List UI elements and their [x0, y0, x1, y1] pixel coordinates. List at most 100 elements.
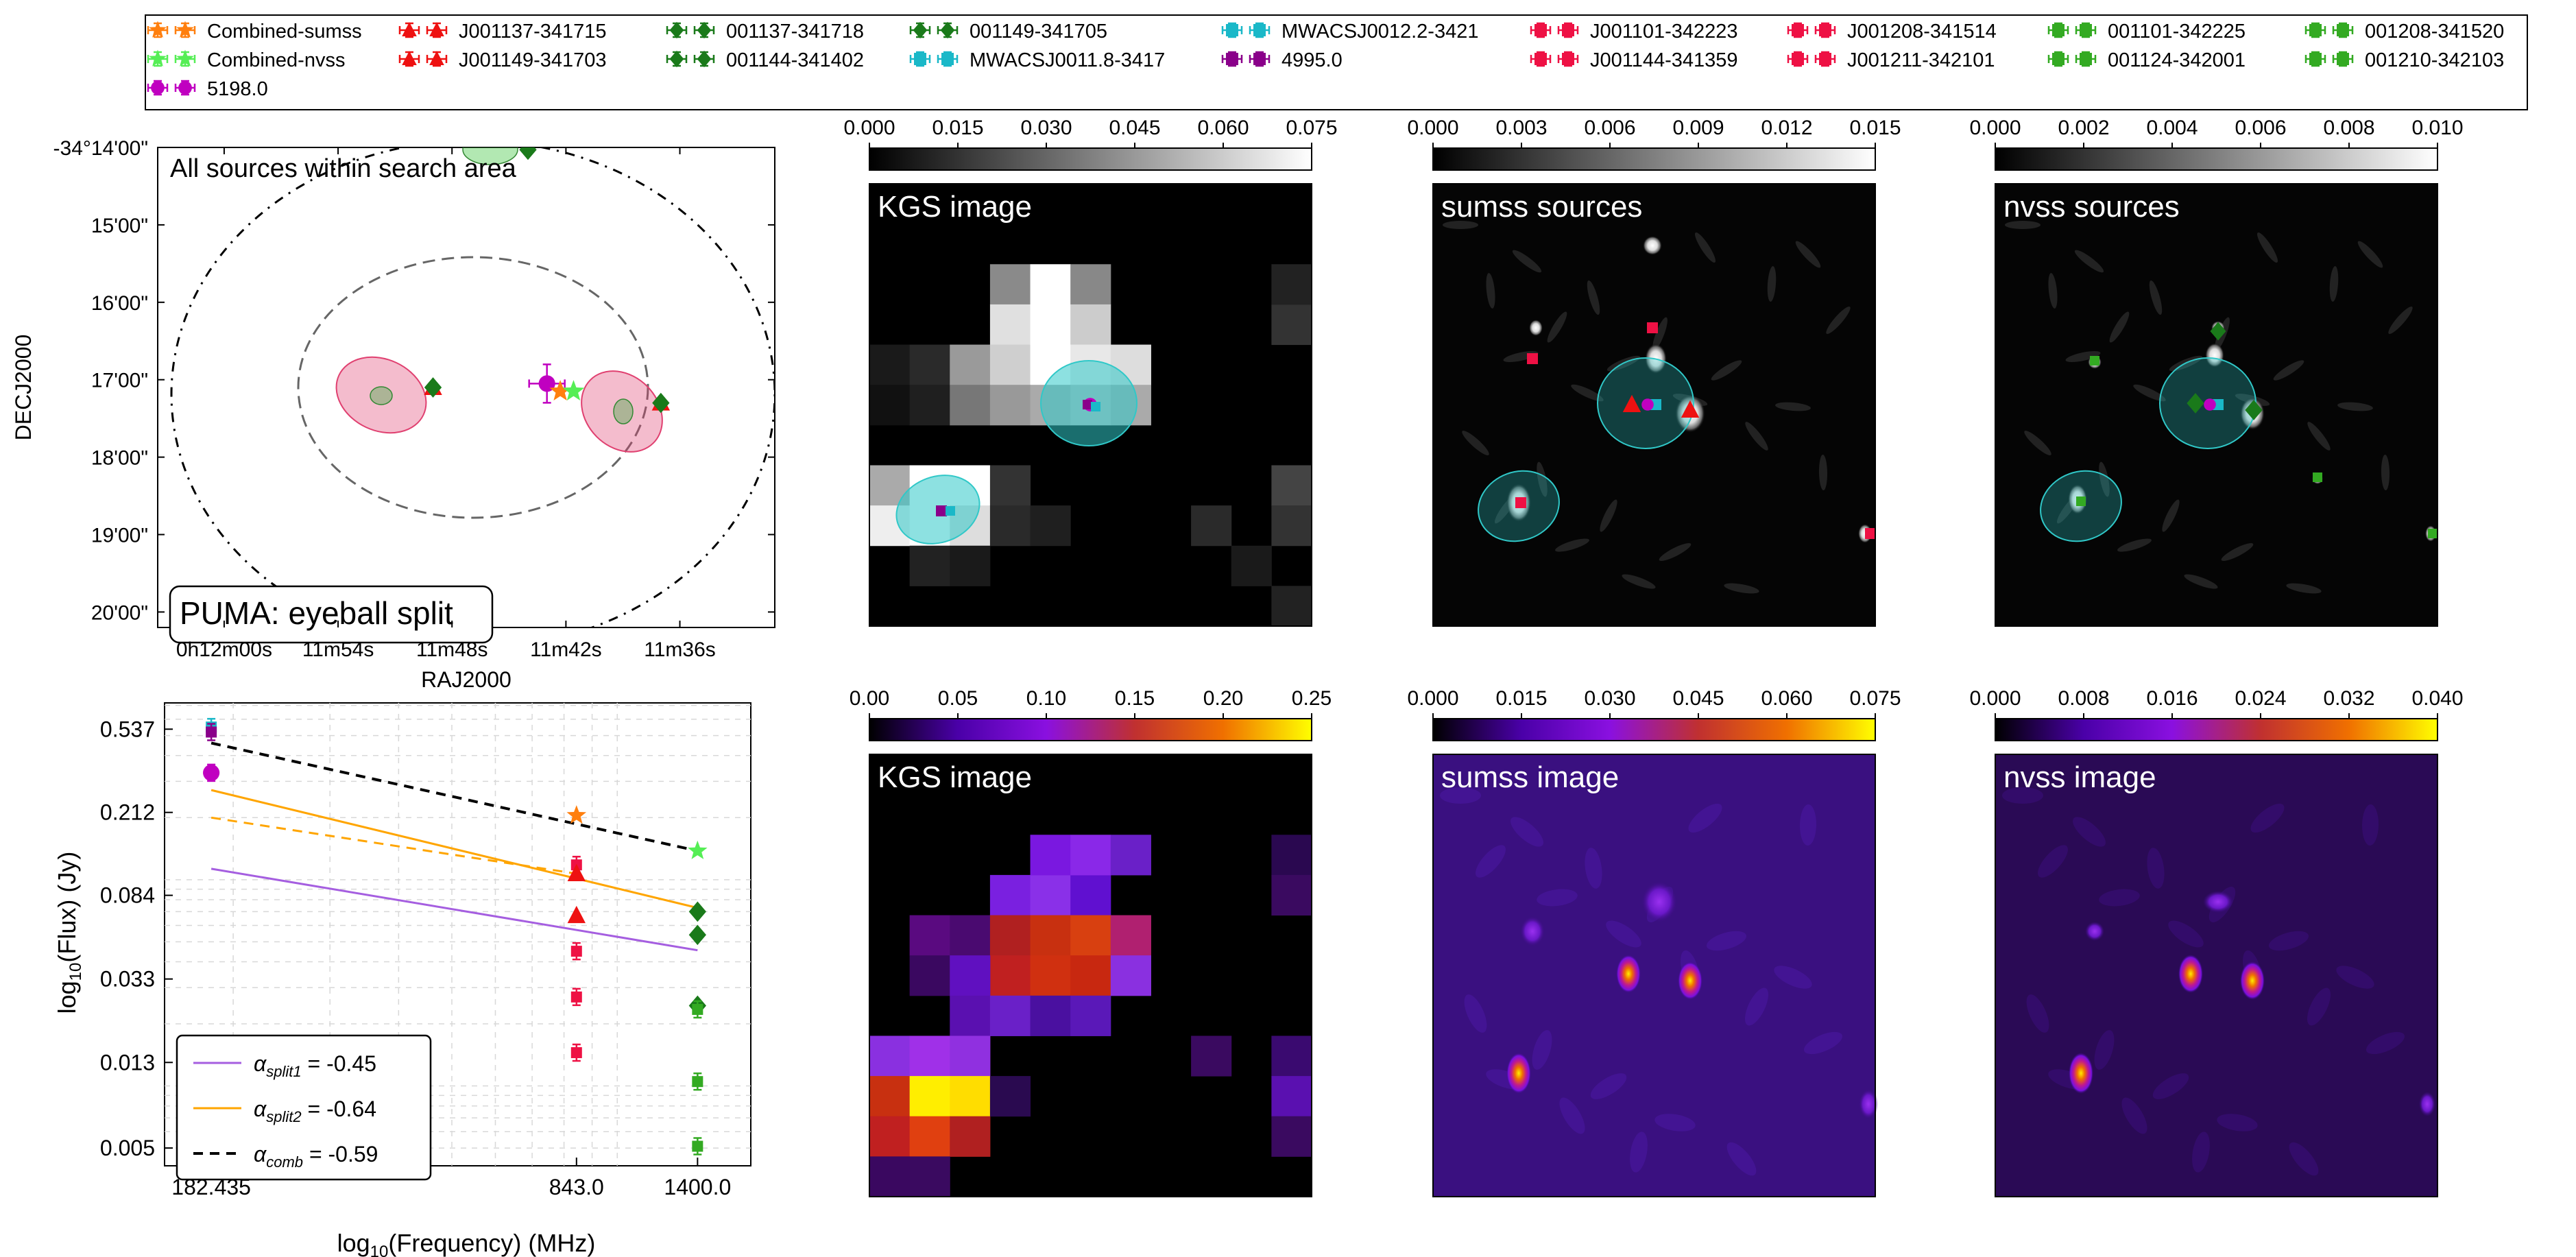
- noise-streak: [2074, 250, 2104, 273]
- sed-point-star: [688, 840, 708, 859]
- legend-marker-left: [1792, 53, 1804, 65]
- radio-faint-source: [2085, 922, 2104, 941]
- source-marker: [2210, 322, 2226, 341]
- image-content: [1440, 787, 1878, 1176]
- legend-marker-left: [1226, 24, 1238, 36]
- noise-patch: [1464, 994, 1487, 1033]
- legend-label: MWACSJ0011.8-3417: [970, 49, 1165, 71]
- legend-marker-left: [669, 50, 684, 68]
- legend-marker-left: [2309, 53, 2322, 65]
- image-pixel: [1030, 995, 1071, 1036]
- sed-point-triangle: [567, 905, 586, 924]
- sky-map-frame: [157, 147, 775, 628]
- colorbar-tick-label: 0.000: [1407, 117, 1458, 139]
- colorbar-tick-label: 0.060: [1761, 687, 1812, 710]
- legend-marker-right: [1562, 24, 1574, 36]
- legend-entry: Combined-sumss: [147, 21, 362, 43]
- image-pixel: [989, 385, 1031, 426]
- sed-legend-label: αsplit2 = -0.64: [254, 1097, 376, 1125]
- noise-streak: [1486, 273, 1495, 309]
- legend-marker-left-triangle: [402, 22, 417, 36]
- noise-streak: [2273, 360, 2304, 381]
- sky-map-axes: 0h12m00s 11m54s 11m48s 11m42s 11m36s -34°14'0…: [53, 137, 775, 661]
- sed-point-star: [566, 805, 587, 824]
- image-pixel: [989, 465, 1031, 506]
- sed-point: [688, 840, 708, 859]
- noise-streak: [2388, 306, 2413, 335]
- legend-marker-left: [914, 53, 926, 65]
- noise-patch: [2152, 1073, 2189, 1099]
- legend-entry: 001149-341705: [909, 21, 1107, 43]
- noise-patch: [2038, 845, 2068, 878]
- image-title: KGS image: [878, 190, 1032, 224]
- source-marker: [2076, 496, 2086, 506]
- image-pixel: [1271, 874, 1312, 916]
- image-panel-sumss-image: 0.000 0.015 0.030 0.045 0.060 0.075 sumss imag…: [1407, 687, 1901, 1197]
- nvss-ellipse-split1: [370, 386, 393, 405]
- image-title: KGS image: [878, 761, 1032, 794]
- noise-streak: [2381, 455, 2390, 490]
- noise-streak: [2117, 538, 2152, 552]
- noise-patch: [1559, 1097, 1585, 1134]
- colorbar-tick-label: 0.015: [1495, 687, 1547, 710]
- noise-patch: [1630, 1132, 1648, 1173]
- source-marker-square: [2076, 496, 2086, 506]
- source-marker-circle: [2204, 398, 2216, 411]
- image-content: [2005, 221, 2437, 594]
- sky-y-axis-label: DECJ2000: [11, 335, 36, 441]
- image-pixel: [1070, 264, 1111, 305]
- noise-patch: [2289, 1142, 2319, 1176]
- colorbar-tick-label: 0.15: [1115, 687, 1155, 710]
- sed-point: [692, 1076, 703, 1088]
- legend-marker-left-square: [1792, 24, 1804, 36]
- noise-patch: [1510, 817, 1543, 847]
- image-pixel: [1271, 264, 1312, 305]
- legend-marker-left: [2052, 24, 2065, 36]
- legend-marker-left: [1534, 24, 1547, 36]
- legend-entry: J001211-342101: [1787, 49, 1995, 71]
- legend: Combined-sumss Combined-nvss 5198.0 J001137…: [145, 14, 2528, 110]
- image-pixel: [909, 915, 950, 956]
- sed-legend: αsplit1 = -0.45 αsplit2 = -0.64 αcomb = -0…: [176, 1034, 432, 1181]
- legend-entry: J001101-342223: [1530, 21, 1738, 43]
- legend-marker-right: [1562, 53, 1574, 65]
- noise-streak: [1724, 583, 1759, 594]
- noise-patch: [2366, 1031, 2405, 1055]
- sed-axes: 182.435 843.0 1400.00.5370.2120.0840.0330.…: [100, 717, 731, 1199]
- image-pixel: [1271, 1076, 1312, 1117]
- sky-point-star: [549, 380, 571, 400]
- noise-patch: [1585, 848, 1602, 889]
- colorbar-tick-label: 0.000: [1969, 117, 2021, 139]
- legend-marker-right-square: [1562, 53, 1574, 65]
- image-title: sumss sources: [1441, 190, 1642, 224]
- legend-label: 5198.0: [207, 78, 268, 100]
- legend-label: J001149-341703: [459, 49, 607, 71]
- image-pixel: [869, 1076, 911, 1117]
- source-marker: [946, 506, 955, 516]
- noise-streak: [1622, 574, 1656, 589]
- image-panel-kgs-image-gray: 0.000 0.015 0.030 0.045 0.060 0.075 KGS image: [843, 117, 1338, 627]
- colorbar-tick-label: 0.010: [2411, 117, 2463, 139]
- image-pixel: [1110, 915, 1151, 956]
- image-title: nvss image: [2003, 761, 2156, 794]
- legend-marker-right-diamond: [697, 21, 712, 39]
- image-pixel: [1271, 1116, 1312, 1157]
- image-content: [2002, 787, 2435, 1176]
- image-pixel: [989, 955, 1031, 996]
- image-pixel: [950, 915, 991, 956]
- image-pixel: [989, 874, 1031, 916]
- legend-marker-left: [1226, 53, 1238, 65]
- legend-marker-left-square: [1534, 53, 1547, 65]
- legend-marker-left-triangle: [402, 51, 417, 65]
- image-pixel: [950, 1076, 991, 1117]
- sky-x-tick-label: 11m36s: [644, 638, 716, 661]
- image-frame: [1432, 754, 1876, 1197]
- colorbar-tick-label: 0.004: [2146, 117, 2198, 139]
- legend-label: J001208-341514: [1847, 21, 1997, 43]
- legend-marker-right-square: [1819, 24, 1831, 36]
- colorbar-tick-label: 0.000: [843, 117, 895, 139]
- legend-marker-right: [2080, 24, 2092, 36]
- source-marker: [1641, 398, 1654, 411]
- sky-y-tick-label: 18'00": [91, 447, 148, 470]
- sky-x-tick-label: 11m54s: [302, 638, 374, 661]
